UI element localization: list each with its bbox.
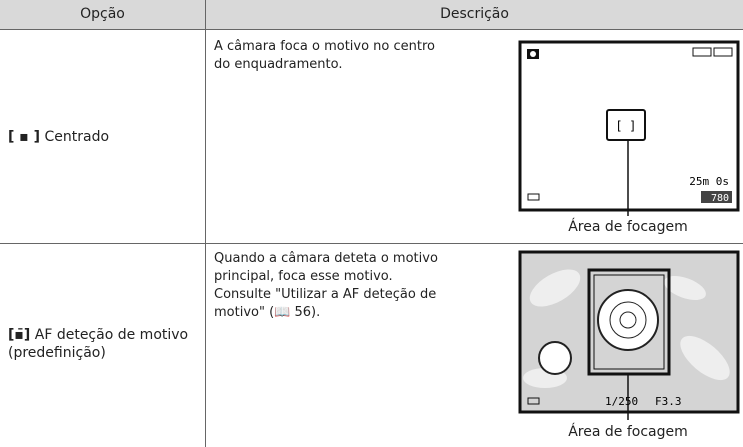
- shots-remaining: 780: [711, 193, 729, 204]
- aperture: F3.3: [655, 395, 682, 408]
- divider: [0, 243, 743, 244]
- divider: [205, 0, 206, 447]
- remaining-time: 25m 0s: [689, 175, 729, 188]
- screen-illustration: [] 25m 0s 780: [518, 40, 740, 216]
- caption: Área de focagem: [568, 219, 688, 235]
- description: Quando a câmara deteta o motivo principa…: [214, 250, 454, 322]
- book-icon: 📖: [274, 305, 291, 320]
- option: [ ▪ ] Centrado: [8, 129, 110, 145]
- description-text: Quando a câmara deteta o motivo principa…: [214, 251, 438, 284]
- caption: Área de focagem: [568, 424, 688, 440]
- svg-text:[: [: [617, 119, 622, 133]
- column-header: Opção: [0, 0, 205, 30]
- reference: Consulte "Utilizar a AF deteção de motiv…: [214, 287, 437, 320]
- description: A câmara foca o motivo no centro do enqu…: [214, 39, 435, 72]
- option-label: AF deteção de motivo (predefinição): [8, 327, 189, 361]
- column-header: Descrição: [206, 0, 743, 30]
- reference: 56).: [290, 305, 321, 320]
- svg-text:]: ]: [630, 119, 635, 133]
- shutter-speed: 1/250: [605, 395, 638, 408]
- option-label: Centrado: [44, 129, 110, 145]
- screen-illustration: 1/250 F3.3: [518, 250, 740, 420]
- option: [▪̄] AF deteção de motivo (predefinição): [8, 327, 189, 361]
